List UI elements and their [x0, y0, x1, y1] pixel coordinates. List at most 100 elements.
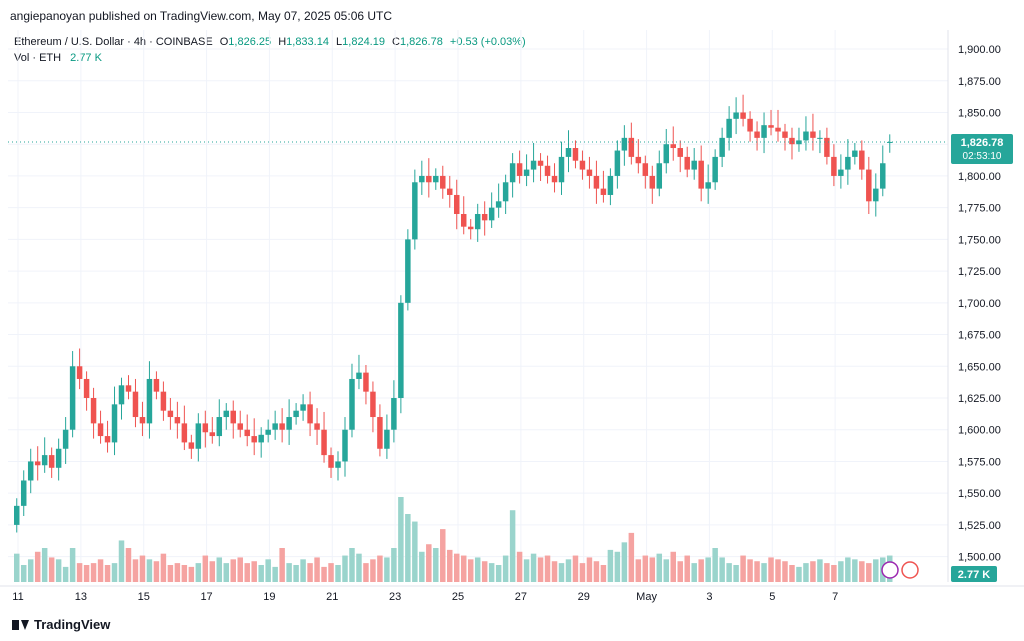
- x-tick-label: 25: [452, 591, 464, 603]
- candle-body: [342, 429, 348, 462]
- candle-body: [579, 160, 586, 170]
- candle-body: [265, 429, 271, 435]
- volume-bar: [251, 561, 257, 582]
- volume-bar: [363, 563, 369, 582]
- volume-bar: [712, 548, 718, 582]
- volume-bar: [146, 559, 153, 582]
- volume-bar: [593, 561, 600, 582]
- volume-bar: [342, 555, 348, 582]
- lightning-event-icon[interactable]: [881, 561, 899, 579]
- candle-body: [537, 160, 544, 166]
- volume-bar: [467, 559, 474, 582]
- volume-bar: [530, 553, 537, 582]
- volume-bar: [356, 553, 362, 582]
- volume-bar: [69, 548, 76, 582]
- candle-body: [335, 461, 341, 468]
- candle-body: [726, 118, 732, 138]
- candle-body: [824, 137, 830, 157]
- volume-bar: [775, 559, 781, 582]
- candle-body: [230, 410, 236, 424]
- candle-body: [698, 160, 704, 189]
- candle-body: [188, 442, 195, 449]
- volume-bar: [314, 557, 320, 582]
- volume-bar: [104, 565, 111, 582]
- volume-bar: [216, 557, 223, 582]
- brand-name: TradingView: [34, 617, 111, 632]
- candle-body: [321, 429, 327, 456]
- candle-body: [181, 423, 188, 443]
- volume-bar: [586, 557, 593, 582]
- volume-bar: [27, 559, 34, 582]
- candle-body: [705, 182, 711, 189]
- candle-body: [670, 144, 676, 149]
- volume-bar: [76, 563, 83, 582]
- volume-bar: [670, 551, 676, 582]
- close-label: C: [392, 36, 400, 48]
- volume-bar: [733, 565, 739, 582]
- volume-bar: [481, 561, 488, 582]
- y-tick-label: 1,725.00: [958, 266, 1001, 278]
- volume-bar: [803, 563, 809, 582]
- candle-body: [146, 378, 153, 424]
- volume-bar: [824, 563, 830, 582]
- volume-bar: [293, 565, 299, 582]
- candle-body: [467, 226, 474, 230]
- candle-body: [712, 156, 718, 183]
- candle-body: [768, 125, 774, 128]
- high-value: 1,833.14: [286, 36, 329, 48]
- x-tick-label: 19: [263, 591, 275, 603]
- candle-body: [803, 131, 809, 141]
- volume-label[interactable]: Vol · ETH: [14, 52, 62, 64]
- candle-body: [481, 214, 488, 221]
- volume-bar: [181, 565, 188, 582]
- candle-body: [370, 391, 376, 418]
- candle-body: [167, 410, 174, 418]
- flag-event-icon[interactable]: [901, 561, 919, 579]
- last-price-tag[interactable]: [951, 133, 1013, 164]
- candle-body: [272, 423, 278, 430]
- candle-body: [363, 372, 369, 392]
- candle-body: [174, 417, 181, 424]
- volume-bar: [349, 548, 355, 582]
- x-tick-label: 5: [769, 591, 775, 603]
- volume-bar: [223, 563, 230, 582]
- candle-body: [447, 188, 453, 195]
- volume-tag[interactable]: [951, 566, 997, 582]
- y-tick-label: 1,575.00: [958, 456, 1001, 468]
- volume-bar: [412, 521, 418, 582]
- candle-body: [873, 188, 879, 202]
- y-tick-label: 1,675.00: [958, 330, 1001, 342]
- candle-body: [307, 404, 313, 424]
- volume-tag-text: 2.77 K: [958, 569, 990, 581]
- volume-bar: [405, 514, 411, 582]
- volume-bar: [782, 561, 788, 582]
- candle-body: [223, 410, 230, 418]
- candle-body: [426, 175, 432, 183]
- y-tick-label: 1,850.00: [958, 107, 1001, 119]
- volume-bar: [768, 557, 774, 582]
- volume-bar: [810, 561, 816, 582]
- volume-bar: [237, 557, 243, 582]
- candle-body: [516, 163, 523, 176]
- volume-bar: [384, 557, 390, 582]
- symbol-name[interactable]: Ethereum / U.S. Dollar · 4h · COINBASE: [14, 36, 213, 48]
- candle-body: [761, 125, 767, 138]
- volume-bar: [572, 555, 579, 582]
- candle-body: [642, 163, 649, 176]
- x-tick-label: 15: [138, 591, 150, 603]
- y-tick-label: 1,550.00: [958, 488, 1001, 500]
- x-tick-label: 29: [578, 591, 590, 603]
- candle-body: [160, 391, 167, 411]
- volume-bar: [300, 559, 306, 582]
- candle-body: [544, 165, 551, 176]
- volume-bar: [454, 553, 460, 582]
- candle-body: [20, 480, 27, 506]
- volume-bar: [41, 548, 48, 582]
- volume-bar: [335, 565, 341, 582]
- x-tick-label: 23: [389, 591, 401, 603]
- candle-body: [831, 156, 837, 176]
- volume-bar: [621, 542, 628, 582]
- candle-body: [202, 423, 209, 433]
- volume-bar: [663, 559, 670, 582]
